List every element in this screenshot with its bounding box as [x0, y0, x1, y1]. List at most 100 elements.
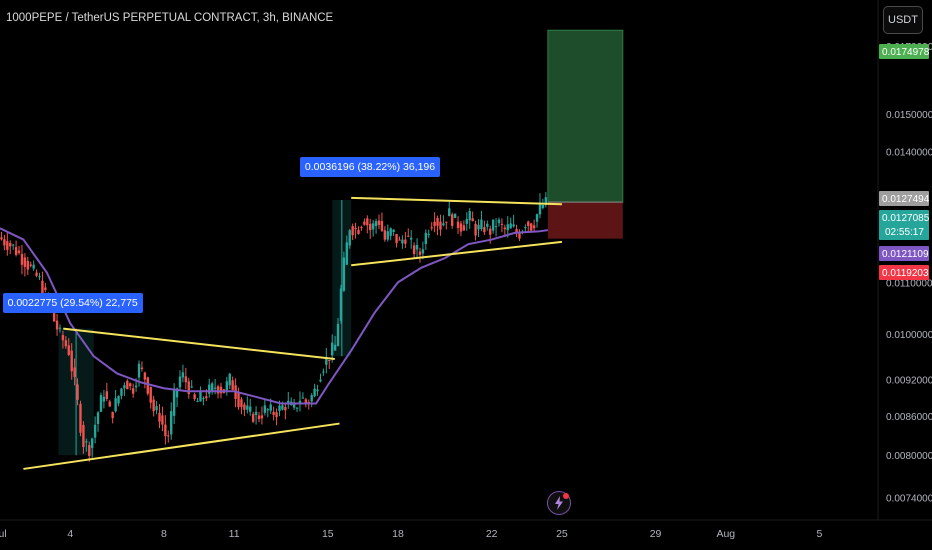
price-label-text: 0.0119203 [882, 268, 929, 279]
candle-body [134, 385, 138, 388]
candle-body [257, 415, 261, 420]
candle-body [298, 400, 302, 404]
candle-body [237, 392, 240, 408]
candle-body [99, 395, 103, 412]
candle-body [398, 239, 401, 241]
lightning-icon[interactable] [547, 491, 571, 515]
candle-body [292, 402, 296, 408]
candle-body [295, 407, 299, 409]
candle-body [178, 376, 182, 388]
price-tick-label: 0.0110000 [886, 278, 932, 289]
candle-body [518, 232, 521, 239]
candle-body [108, 401, 111, 407]
candle-body [459, 223, 463, 232]
candle-body [512, 224, 515, 227]
candle-body [316, 389, 319, 392]
price-tick-label: 0.0080000 [886, 451, 932, 462]
candle-body [44, 287, 47, 290]
candle-body [468, 211, 471, 221]
candle-body [477, 224, 480, 230]
trendlines[interactable] [23, 196, 563, 470]
candle-body [102, 396, 106, 402]
candle-body [155, 406, 158, 411]
candle-body [35, 272, 38, 276]
candle-body [172, 389, 176, 416]
long-position-tool[interactable] [547, 29, 624, 239]
candle-body [319, 379, 322, 382]
candle-body [409, 237, 413, 240]
candle-body [61, 335, 65, 341]
candle-body [76, 384, 79, 400]
candle-body [386, 231, 389, 240]
candle-body [3, 239, 6, 246]
candle-body [126, 380, 129, 390]
candle-body [380, 220, 384, 231]
candle-body [260, 415, 264, 419]
candle-body [412, 245, 416, 254]
candle-body [161, 415, 164, 425]
candle-body [532, 225, 536, 229]
candle-body [491, 219, 495, 231]
candle-body [85, 441, 88, 443]
candle-body [216, 386, 220, 394]
candle-body [17, 250, 21, 254]
candle-body [67, 345, 70, 355]
candle-body [500, 223, 504, 225]
candle-body [345, 242, 349, 265]
candle-body [170, 411, 173, 435]
trendline-4 [351, 240, 563, 267]
stop-zone [547, 202, 623, 239]
candle-body [325, 357, 328, 365]
countdown-label: 02:55:17 [885, 227, 924, 238]
candle-body [73, 367, 76, 377]
price-label-box [879, 44, 929, 59]
candle-body [281, 405, 284, 410]
currency-button[interactable]: USDT [883, 6, 923, 34]
candle-body [407, 235, 410, 237]
candle-body [105, 391, 109, 399]
price-label-text: 0.0127494 [882, 194, 930, 205]
candle-body [79, 403, 82, 433]
candle-body [404, 239, 407, 244]
candle-body [430, 227, 433, 229]
time-tick-label: Jul [0, 528, 7, 540]
candle-body [363, 221, 366, 225]
candle-body [418, 251, 422, 255]
candle-body [313, 388, 316, 397]
candle-body [448, 208, 451, 217]
time-tick-label: 22 [486, 528, 498, 540]
candle-body [371, 223, 375, 230]
candle-body [64, 340, 68, 347]
candle-body [266, 409, 269, 411]
time-axis[interactable]: Jul 4 8 11 15 18 22 25 29 Aug 5 [0, 528, 823, 540]
candle-body [465, 219, 469, 224]
candle-body [158, 412, 161, 422]
candle-body [439, 221, 442, 230]
candle-body [96, 412, 100, 425]
candle-body [497, 219, 501, 224]
price-label-text: 0.0127085 [882, 213, 930, 224]
price-label-box [879, 210, 929, 240]
candle-body [205, 396, 208, 399]
candle-body [58, 327, 62, 329]
candle-body [90, 438, 94, 448]
trendline-3 [351, 196, 562, 206]
candle-body [208, 384, 211, 394]
candle-body [202, 398, 205, 400]
measure-annotation-2: 0.0036196 (38.22%) 36,196 [299, 157, 441, 178]
candle-body [462, 225, 466, 231]
candle-body [149, 386, 152, 403]
candle-body [0, 237, 3, 240]
candle-body [527, 221, 530, 227]
candle-body [544, 197, 548, 206]
candle-body [231, 380, 234, 390]
candle-body [263, 405, 267, 413]
candle-body [32, 264, 35, 269]
candle-body [483, 227, 486, 233]
candle-body [456, 221, 460, 228]
candle-body [240, 399, 243, 408]
candle-body [389, 228, 392, 236]
candle-body [249, 406, 252, 412]
candle-body [304, 399, 308, 403]
